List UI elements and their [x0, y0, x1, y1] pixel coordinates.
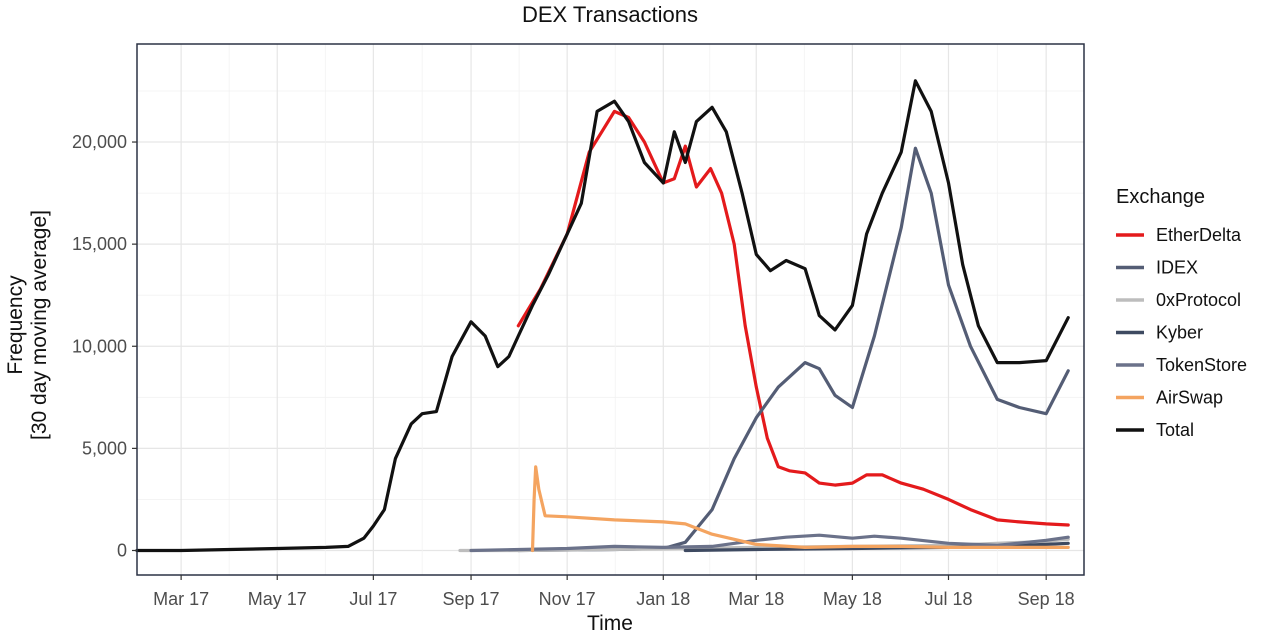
plot-border	[136, 43, 1085, 576]
y-axis-title: Frequency [30 day moving average]	[4, 210, 51, 440]
series-line-total	[135, 79, 1070, 553]
y-tick-label: 5,000	[82, 438, 127, 458]
legend-label-idex: IDEX	[1156, 258, 1198, 278]
x-tick-label: Jul 17	[349, 589, 397, 609]
y-tick-label: 10,000	[72, 336, 127, 356]
y-axis-title-line-2: [30 day moving average]	[28, 210, 51, 440]
series-line-tokenstore	[469, 533, 1070, 553]
legend: Exchange EtherDelta IDEX 0xProtocol Kyber To…	[1116, 186, 1247, 440]
chart-title: DEX Transactions	[522, 2, 698, 27]
series-lines	[135, 79, 1070, 553]
x-tick-label: Sep 17	[443, 589, 500, 609]
x-tick-label: Sep 18	[1018, 589, 1075, 609]
x-tick-label: Jul 18	[924, 589, 972, 609]
y-axis-title-line-1: Frequency	[4, 275, 27, 375]
series-line-idex	[516, 146, 1070, 553]
series-line-etherdelta	[516, 109, 1070, 527]
y-tick-label: 0	[117, 540, 127, 560]
x-tick-label: Jan 18	[636, 589, 690, 609]
x-tick-label: May 17	[248, 589, 307, 609]
legend-label-tokenstore: TokenStore	[1156, 355, 1247, 375]
y-axis-ticks: 0 5,000 10,000 15,000 20,000	[72, 132, 137, 560]
series-line-airswap	[530, 465, 1070, 553]
x-tick-label: Mar 17	[153, 589, 209, 609]
legend-label-etherdelta: EtherDelta	[1156, 225, 1242, 245]
grid-lines	[137, 44, 1084, 575]
y-tick-label: 15,000	[72, 234, 127, 254]
x-axis-ticks: Mar 17 May 17 Jul 17 Sep 17 Nov 17 Jan 18 Mar …	[153, 575, 1075, 609]
legend-label-kyber: Kyber	[1156, 323, 1203, 343]
plot-background	[137, 44, 1084, 575]
x-tick-label: Mar 18	[728, 589, 784, 609]
plot-area	[137, 44, 1084, 575]
legend-title: Exchange	[1116, 186, 1205, 208]
legend-label-0xprotocol: 0xProtocol	[1156, 290, 1241, 310]
x-tick-label: Nov 17	[539, 589, 596, 609]
x-tick-label: May 18	[823, 589, 882, 609]
y-tick-label: 20,000	[72, 132, 127, 152]
x-axis-title: Time	[587, 612, 633, 632]
legend-label-total: Total	[1156, 420, 1194, 440]
legend-label-airswap: AirSwap	[1156, 388, 1223, 408]
